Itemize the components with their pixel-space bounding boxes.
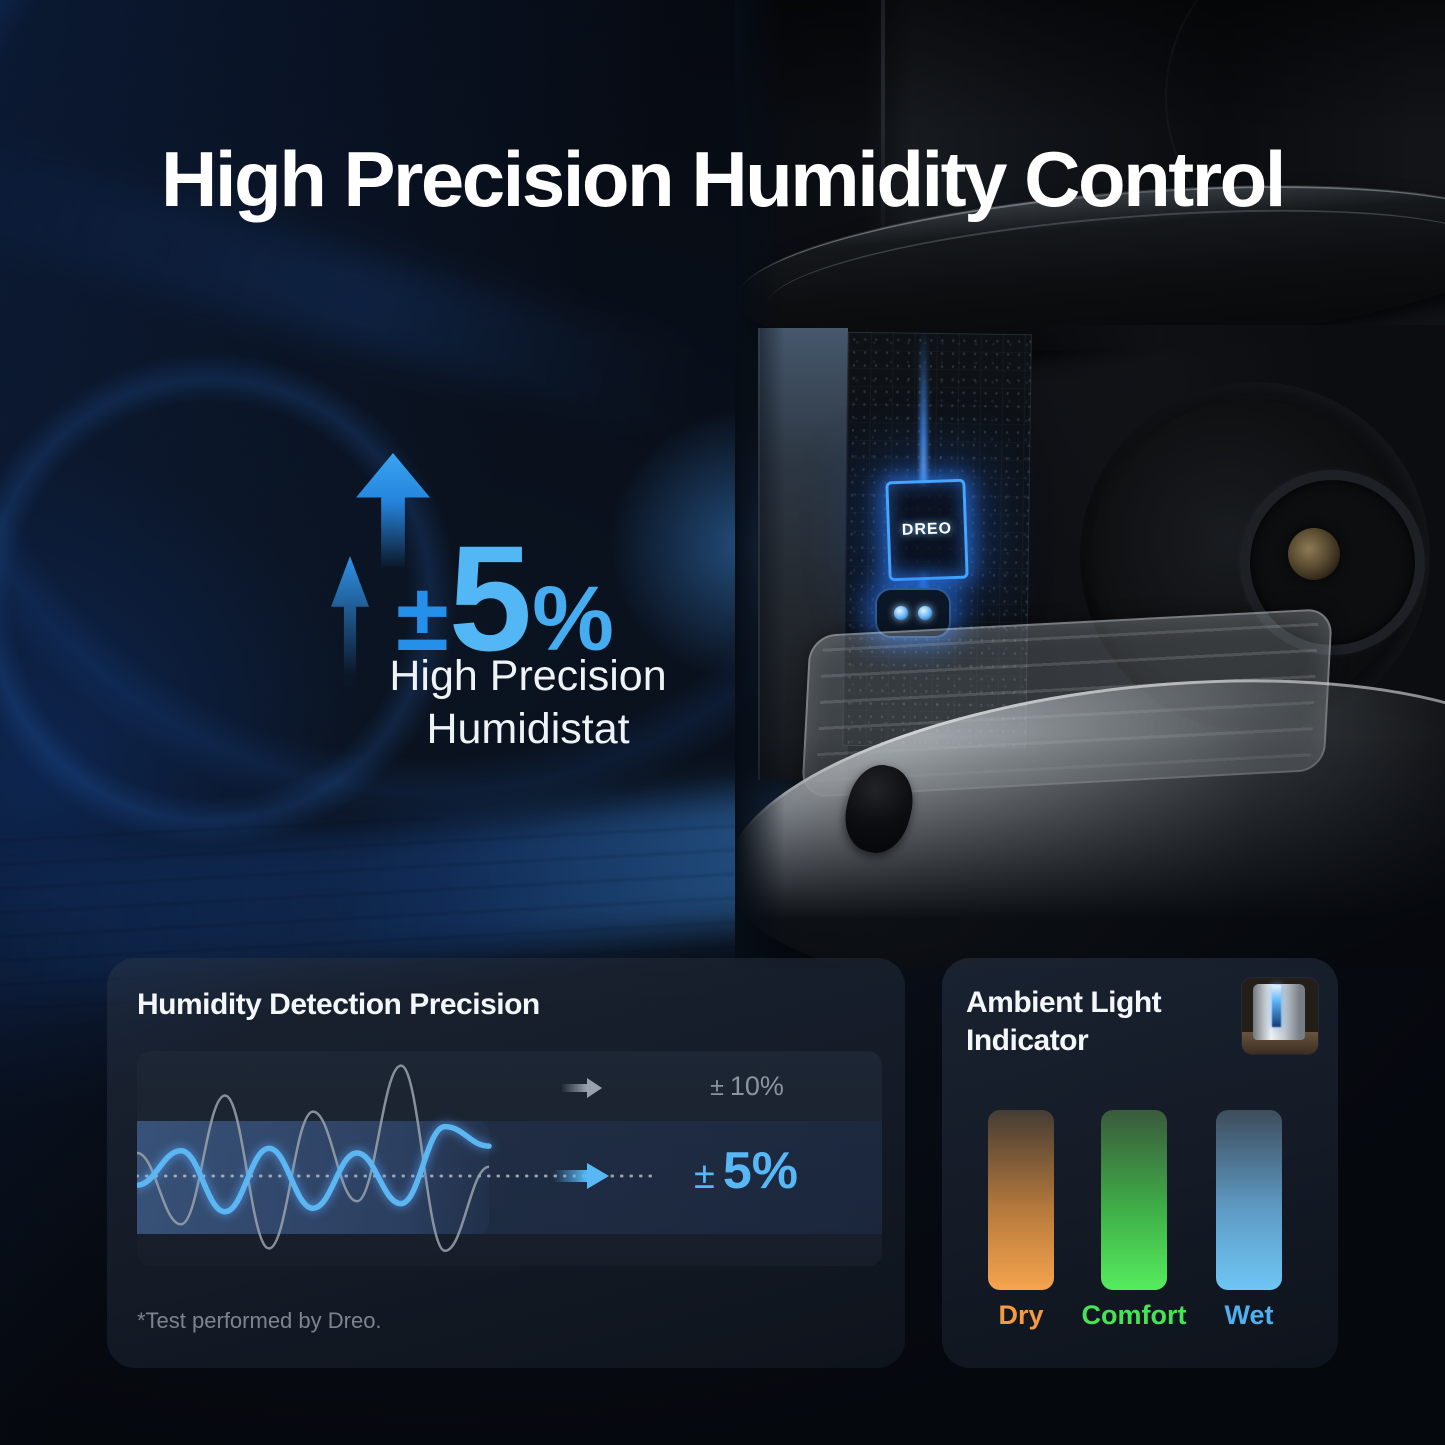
label-plus-minus-10: ±10% <box>710 1071 784 1101</box>
stat-plus-minus: ± <box>396 564 449 671</box>
ambient-label-comfort: Comfort <box>1081 1300 1187 1330</box>
stat-unit: % <box>532 568 614 670</box>
wave-5pct <box>137 1123 492 1215</box>
wave-10pct <box>137 1064 490 1253</box>
thumbnail-light-strip <box>1272 985 1281 1027</box>
five-percent-band <box>137 1121 882 1234</box>
product-thumbnail <box>1242 978 1318 1054</box>
precision-stat: ± 5 % <box>396 512 614 685</box>
stat-value: 5 <box>448 514 532 682</box>
ambient-bar-dry <box>988 1110 1054 1290</box>
photo-left-fade <box>735 0 1445 968</box>
label-plus-minus-5: ±5% <box>693 1142 798 1200</box>
blue-arrow-icon <box>553 1163 609 1189</box>
ambient-light-card: Ambient Light Indicator Dry Comfort Wet <box>942 958 1338 1368</box>
test-footnote: *Test performed by Dreo. <box>137 1308 382 1333</box>
ambient-bar-wet <box>1216 1110 1282 1290</box>
precision-chart-panel: ±10% ±5% <box>137 1051 882 1266</box>
precision-wave-chart <box>137 1064 659 1253</box>
stat-caption: High Precision Humidistat <box>330 650 726 756</box>
stat-caption-line2: Humidistat <box>426 705 630 753</box>
page-title: High Precision Humidity Control <box>161 135 1286 223</box>
precision-card-title: Humidity Detection Precision <box>137 988 540 1021</box>
stat-caption-line1: High Precision <box>389 652 667 700</box>
humidifier-cutaway-photo: DREO <box>735 0 1445 968</box>
ambient-card-title: Ambient Light Indicator <box>966 986 1162 1057</box>
ambient-label-wet: Wet <box>1224 1300 1274 1330</box>
ambient-label-dry: Dry <box>998 1300 1044 1330</box>
ambient-bar-comfort <box>1101 1110 1167 1290</box>
humidity-precision-card: Humidity Detection Precision <box>107 958 905 1368</box>
gray-arrow-icon <box>561 1078 602 1098</box>
